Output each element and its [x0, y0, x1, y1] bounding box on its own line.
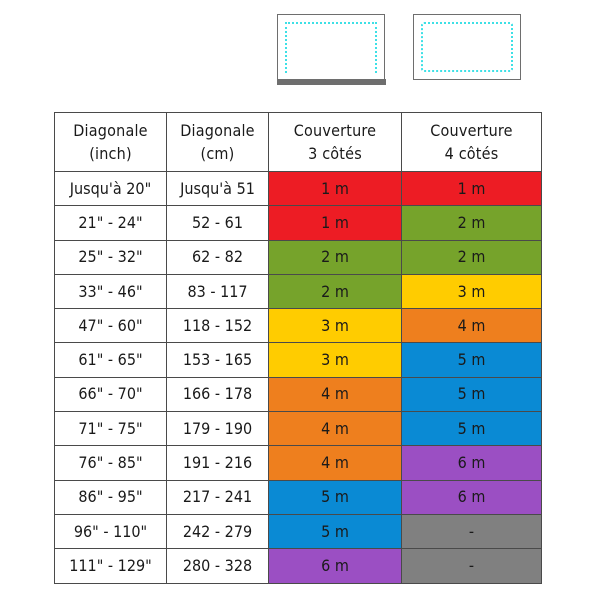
cell-diagonal-cm: 83 - 117 — [166, 273, 269, 310]
size-coverage-table: Diagonale (inch) Diagonale (cm) Couverture… — [54, 112, 542, 584]
cell-diagonal-inch: Jusqu'à 20" — [54, 170, 167, 207]
cell-diagonal-inch: 71" - 75" — [54, 411, 167, 447]
cell-diagonal-inch: 33" - 46" — [54, 273, 167, 310]
screen-3-sides-icon — [276, 14, 386, 85]
cell-diagonal-cm: 179 - 190 — [166, 411, 269, 447]
cell-coverage-3-sides: 2 m — [268, 273, 402, 310]
cell-coverage-4-sides: 2 m — [401, 239, 542, 275]
cell-diagonal-inch: 111" - 129" — [54, 548, 167, 584]
cell-coverage-3-sides: 4 m — [268, 445, 402, 481]
cell-diagonal-inch: 96" - 110" — [54, 513, 167, 550]
cell-coverage-3-sides: 4 m — [268, 411, 402, 447]
header-coverage-4-sides: Couverture 4 côtés — [401, 112, 542, 172]
cell-coverage-4-sides: 5 m — [401, 411, 542, 447]
led-strip-3-sides — [285, 22, 377, 73]
cell-coverage-3-sides: 5 m — [268, 479, 402, 515]
cell-coverage-3-sides: 5 m — [268, 513, 402, 550]
header-diagonal-inch: Diagonale (inch) — [54, 112, 167, 172]
cell-coverage-4-sides: 6 m — [401, 445, 542, 481]
cell-coverage-4-sides: 5 m — [401, 376, 542, 413]
cell-coverage-4-sides: 5 m — [401, 342, 542, 378]
cell-coverage-3-sides: 6 m — [268, 548, 402, 584]
cell-coverage-3-sides: 3 m — [268, 342, 402, 378]
cell-coverage-3-sides: 1 m — [268, 170, 402, 207]
table-row: 96" - 110" 242 - 279 5 m- — [54, 513, 542, 550]
cell-diagonal-inch: 61" - 65" — [54, 342, 167, 378]
cell-diagonal-inch: 76" - 85" — [54, 445, 167, 481]
cell-coverage-4-sides: 6 m — [401, 479, 542, 515]
cell-diagonal-cm: 62 - 82 — [166, 239, 269, 275]
cell-coverage-3-sides: 3 m — [268, 308, 402, 344]
cell-coverage-4-sides: 3 m — [401, 273, 542, 310]
cell-coverage-4-sides: 1 m — [401, 170, 542, 207]
cell-diagonal-inch: 47" - 60" — [54, 308, 167, 344]
cell-coverage-3-sides: 4 m — [268, 376, 402, 413]
table-row: 111" - 129" 280 - 328 6 m- — [54, 548, 542, 584]
cell-diagonal-cm: 52 - 61 — [166, 205, 269, 241]
screen-base-bar — [276, 78, 386, 85]
cell-diagonal-cm: Jusqu'à 51 — [166, 170, 269, 207]
cell-coverage-4-sides: - — [401, 513, 542, 550]
cell-diagonal-cm: 280 - 328 — [166, 548, 269, 584]
screen-4-sides-icon — [413, 14, 521, 80]
header-diagonal-cm: Diagonale (cm) — [166, 112, 269, 172]
cell-coverage-3-sides: 1 m — [268, 205, 402, 241]
cell-diagonal-cm: 242 - 279 — [166, 513, 269, 550]
cell-diagonal-cm: 217 - 241 — [166, 479, 269, 515]
cell-diagonal-cm: 191 - 216 — [166, 445, 269, 481]
cell-diagonal-cm: 118 - 152 — [166, 308, 269, 344]
cell-diagonal-inch: 86" - 95" — [54, 479, 167, 515]
header-row: Diagonale (inch) Diagonale (cm) Couverture… — [54, 112, 542, 172]
cell-diagonal-inch: 66" - 70" — [54, 376, 167, 413]
cell-coverage-4-sides: - — [401, 548, 542, 584]
cell-diagonal-inch: 21" - 24" — [54, 205, 167, 241]
led-strip-4-sides — [421, 22, 513, 72]
cell-diagonal-inch: 25" - 32" — [54, 239, 167, 275]
header-coverage-3-sides: Couverture 3 côtés — [268, 112, 402, 172]
cell-coverage-3-sides: 2 m — [268, 239, 402, 275]
cell-diagonal-cm: 166 - 178 — [166, 376, 269, 413]
cell-coverage-4-sides: 2 m — [401, 205, 542, 241]
cell-coverage-4-sides: 4 m — [401, 308, 542, 344]
cell-diagonal-cm: 153 - 165 — [166, 342, 269, 378]
